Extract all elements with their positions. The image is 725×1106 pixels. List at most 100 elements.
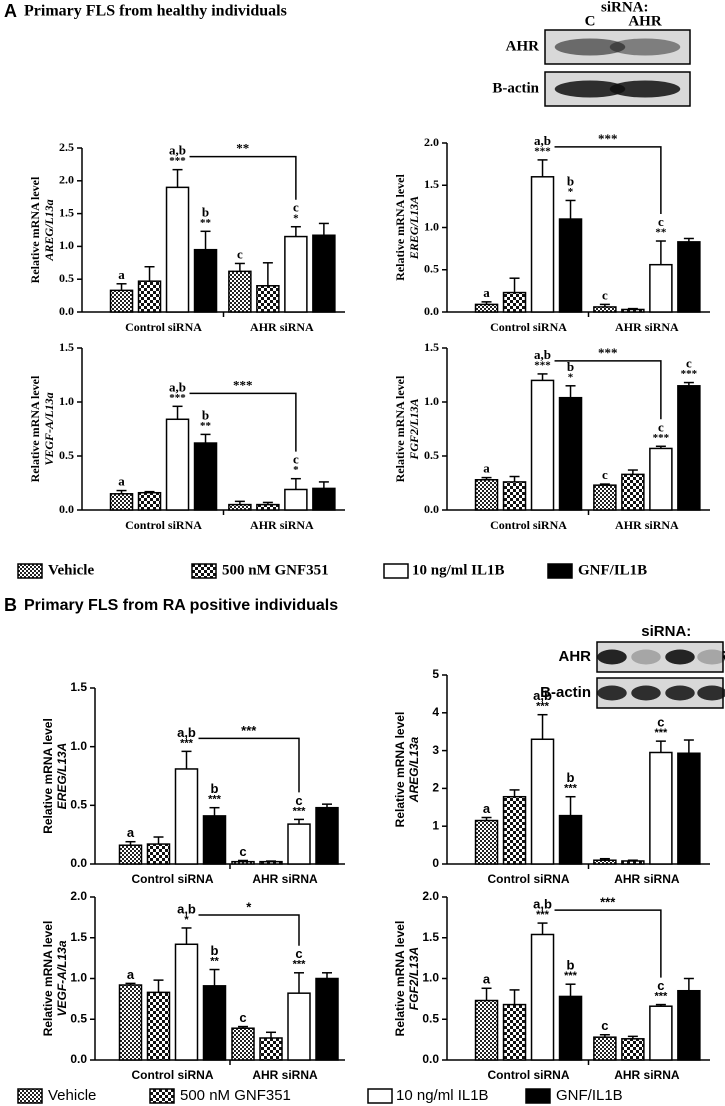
significance-label: a,b: [534, 133, 551, 148]
significance-label: c: [686, 356, 692, 371]
legend-label: 10 ng/ml IL1B: [396, 1087, 489, 1104]
significance-bracket: [189, 392, 297, 452]
significance-label: a: [127, 825, 135, 840]
legend-swatch: [191, 563, 217, 579]
y-tick-label: 1.0: [422, 971, 439, 985]
bracket-label: ***: [233, 377, 253, 392]
x-tick-label: Control siRNA: [125, 320, 202, 334]
y-axis-label: FGF2/L13A: [407, 398, 421, 460]
significance-label: c: [657, 978, 664, 993]
y-tick-label: 0.5: [59, 271, 74, 285]
bar: [558, 814, 583, 865]
significance-label: c: [237, 246, 243, 261]
y-tick-label: 1.0: [59, 394, 74, 408]
y-tick-label: 1.0: [70, 739, 87, 753]
significance-bracket: [198, 737, 300, 793]
y-tick-label: 1.5: [424, 177, 439, 191]
panel-letter: B: [4, 595, 17, 615]
y-axis-label: Relative mRNA level: [393, 921, 407, 1037]
bracket-label: ***: [600, 895, 616, 910]
significance-label: a: [118, 474, 125, 489]
significance-label: b: [567, 359, 574, 374]
y-tick-label: 0.5: [422, 1011, 439, 1025]
bar: [649, 447, 673, 511]
bar: [202, 985, 227, 1061]
y-tick-label: 3: [432, 743, 439, 757]
blot-row-label: B-actin: [540, 684, 591, 701]
blot-band: [554, 80, 626, 98]
bar: [621, 860, 645, 865]
bracket-label: *: [246, 899, 252, 914]
significance-label: *: [568, 186, 574, 198]
bar: [558, 396, 583, 511]
significance-label: c: [295, 946, 302, 961]
legend-label: 10 ng/ml IL1B: [412, 562, 505, 578]
y-tick-label: 2.5: [59, 140, 74, 154]
significance-label: *: [568, 371, 574, 383]
x-tick-label: Control siRNA: [490, 320, 567, 334]
bar: [502, 291, 527, 313]
bar: [315, 977, 339, 1061]
y-axis-label: AREG/L13a: [42, 199, 56, 261]
bar: [118, 844, 143, 865]
significance-label: b: [567, 958, 575, 973]
x-tick-label: AHR siRNA: [252, 872, 318, 886]
bar: [593, 859, 617, 865]
blot-band: [697, 685, 725, 701]
y-tick-label: 2.0: [424, 135, 439, 149]
significance-label: b: [567, 173, 574, 188]
y-tick-label: 2.0: [70, 889, 87, 903]
y-tick-label: 1.0: [70, 971, 87, 985]
significance-label: a,b: [169, 143, 186, 158]
bar: [474, 479, 499, 511]
bracket-label: **: [236, 141, 249, 156]
y-tick-label: 0.0: [59, 502, 74, 516]
bar: [228, 503, 252, 511]
blot-band: [554, 38, 626, 56]
y-axis-label: Relative mRNA level: [393, 174, 407, 281]
significance-label: *: [184, 914, 189, 926]
blot-band: [597, 685, 627, 701]
bar: [287, 992, 311, 1061]
significance-label: c: [239, 1010, 246, 1025]
blot-lane-label: AHR: [628, 13, 662, 29]
blot-band: [597, 649, 627, 665]
bar: [530, 933, 555, 1061]
bar: [165, 186, 190, 313]
bar: [593, 306, 617, 313]
significance-label: ***: [681, 368, 698, 380]
bar: [118, 984, 143, 1061]
bar: [256, 503, 280, 511]
x-tick-label: Control siRNA: [132, 1068, 214, 1082]
bar: [593, 1036, 617, 1061]
significance-label: ***: [654, 990, 668, 1002]
significance-label: ***: [293, 959, 307, 971]
y-tick-label: 0.5: [424, 262, 439, 276]
significance-label: a,b: [533, 897, 552, 912]
significance-label: c: [602, 287, 608, 302]
blot-lane-label: C: [585, 13, 596, 29]
y-tick-label: 0: [432, 856, 439, 870]
y-tick-label: 2.0: [59, 173, 74, 187]
y-axis-label: Relative mRNA level: [41, 718, 55, 834]
significance-label: c: [658, 214, 664, 229]
panel-title: Primary FLS from RA positive individuals: [24, 597, 338, 614]
bar: [502, 1003, 527, 1061]
y-tick-label: 0.5: [70, 798, 87, 812]
y-tick-label: 1.5: [70, 680, 87, 694]
blot-header: siRNA:: [641, 623, 691, 640]
legend-swatch: [547, 563, 573, 579]
blot-band: [631, 649, 661, 665]
bar: [502, 481, 527, 511]
blot-band: [609, 80, 681, 98]
x-tick-label: AHR siRNA: [250, 518, 314, 532]
blot-row-label: B-actin: [492, 80, 539, 96]
x-tick-label: AHR siRNA: [614, 1068, 680, 1082]
y-tick-label: 1.5: [59, 340, 74, 354]
x-tick-label: Control siRNA: [488, 1068, 570, 1082]
blot-band: [609, 38, 681, 56]
y-tick-label: 0.0: [70, 856, 87, 870]
y-tick-label: 0.0: [424, 304, 439, 318]
significance-label: **: [200, 217, 212, 229]
y-tick-label: 5: [432, 667, 439, 681]
